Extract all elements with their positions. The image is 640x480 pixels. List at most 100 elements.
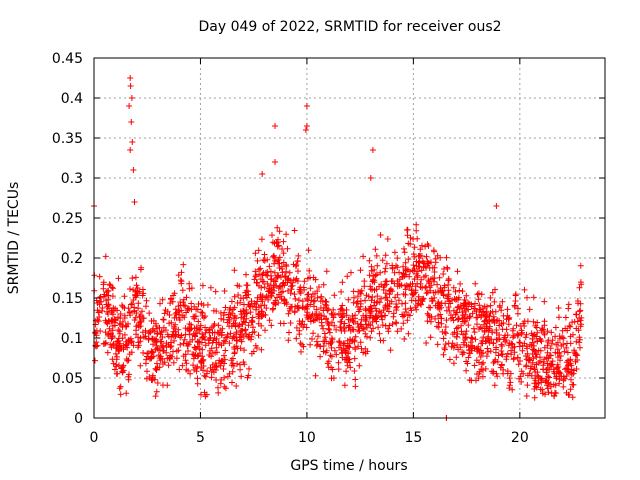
data-point — [404, 232, 411, 239]
data-point — [335, 310, 342, 317]
data-point — [249, 329, 256, 336]
data-point — [137, 318, 144, 325]
data-point — [549, 337, 556, 344]
data-point — [110, 360, 117, 367]
data-point — [182, 331, 189, 338]
data-point — [191, 303, 198, 310]
data-point — [128, 301, 135, 308]
data-point — [229, 368, 236, 375]
data-point — [279, 280, 286, 287]
data-point — [277, 320, 284, 327]
data-point — [199, 346, 206, 353]
data-point — [289, 282, 296, 289]
data-point — [229, 379, 235, 386]
data-point — [541, 318, 548, 325]
data-point — [448, 343, 455, 350]
data-point — [361, 278, 368, 285]
data-point — [285, 310, 292, 317]
data-point — [136, 313, 143, 320]
data-point — [270, 305, 277, 312]
data-point — [473, 357, 480, 364]
data-point — [116, 330, 123, 337]
data-point — [534, 319, 541, 326]
data-point — [133, 331, 140, 338]
data-point — [350, 299, 357, 306]
data-point — [516, 339, 523, 346]
data-point — [573, 351, 580, 358]
data-point — [211, 364, 218, 371]
data-point — [237, 308, 244, 315]
data-point — [165, 341, 172, 348]
data-points — [91, 75, 585, 421]
data-point — [149, 372, 156, 379]
data-point — [531, 394, 538, 401]
data-point — [329, 339, 336, 345]
data-point — [482, 338, 489, 345]
data-point — [468, 334, 475, 341]
data-point — [465, 322, 472, 329]
data-point — [148, 349, 155, 356]
data-point — [243, 331, 250, 337]
grid-lines — [94, 58, 605, 418]
data-point — [276, 265, 283, 271]
data-point — [393, 320, 400, 327]
data-point — [405, 256, 412, 263]
data-point — [417, 280, 424, 287]
data-point — [357, 267, 364, 274]
data-point — [411, 244, 418, 251]
data-point — [396, 276, 403, 283]
data-point — [154, 325, 160, 332]
data-point — [221, 383, 228, 390]
data-point — [128, 119, 135, 125]
data-point — [144, 350, 151, 357]
data-point — [267, 276, 274, 283]
data-point — [393, 304, 400, 311]
data-point — [537, 336, 544, 343]
data-point — [99, 308, 105, 314]
data-point — [157, 300, 163, 307]
data-point — [221, 288, 228, 294]
data-point — [153, 367, 160, 373]
data-point — [128, 95, 135, 101]
data-point — [274, 294, 281, 301]
data-point — [116, 362, 122, 369]
data-point — [526, 306, 533, 313]
data-point — [560, 383, 567, 390]
data-point — [347, 327, 354, 334]
data-point — [108, 335, 115, 342]
data-point — [518, 378, 525, 385]
data-point — [194, 380, 201, 387]
data-point — [196, 345, 203, 352]
data-point — [186, 327, 193, 334]
data-point — [119, 302, 125, 309]
data-point — [500, 312, 507, 319]
data-point — [231, 293, 238, 300]
data-point — [237, 331, 244, 338]
data-point — [407, 241, 414, 248]
data-point — [183, 340, 190, 347]
data-point — [535, 347, 542, 354]
data-point — [576, 284, 583, 291]
data-point — [360, 349, 367, 356]
data-point — [377, 232, 384, 238]
data-point — [412, 304, 419, 311]
data-point — [320, 343, 327, 349]
data-point — [534, 338, 541, 345]
data-point — [544, 385, 551, 392]
data-point — [569, 319, 576, 326]
data-point — [263, 293, 270, 300]
data-point — [241, 313, 248, 319]
data-point — [282, 274, 289, 280]
data-point — [148, 318, 155, 324]
data-point — [481, 318, 488, 325]
data-point — [131, 308, 138, 315]
data-point — [377, 269, 384, 276]
data-point — [438, 289, 445, 296]
data-point — [127, 147, 134, 153]
data-point — [291, 308, 298, 315]
data-point — [213, 336, 220, 342]
data-point — [385, 328, 392, 335]
data-point — [357, 321, 364, 328]
data-point — [195, 318, 202, 325]
data-point — [475, 290, 482, 297]
